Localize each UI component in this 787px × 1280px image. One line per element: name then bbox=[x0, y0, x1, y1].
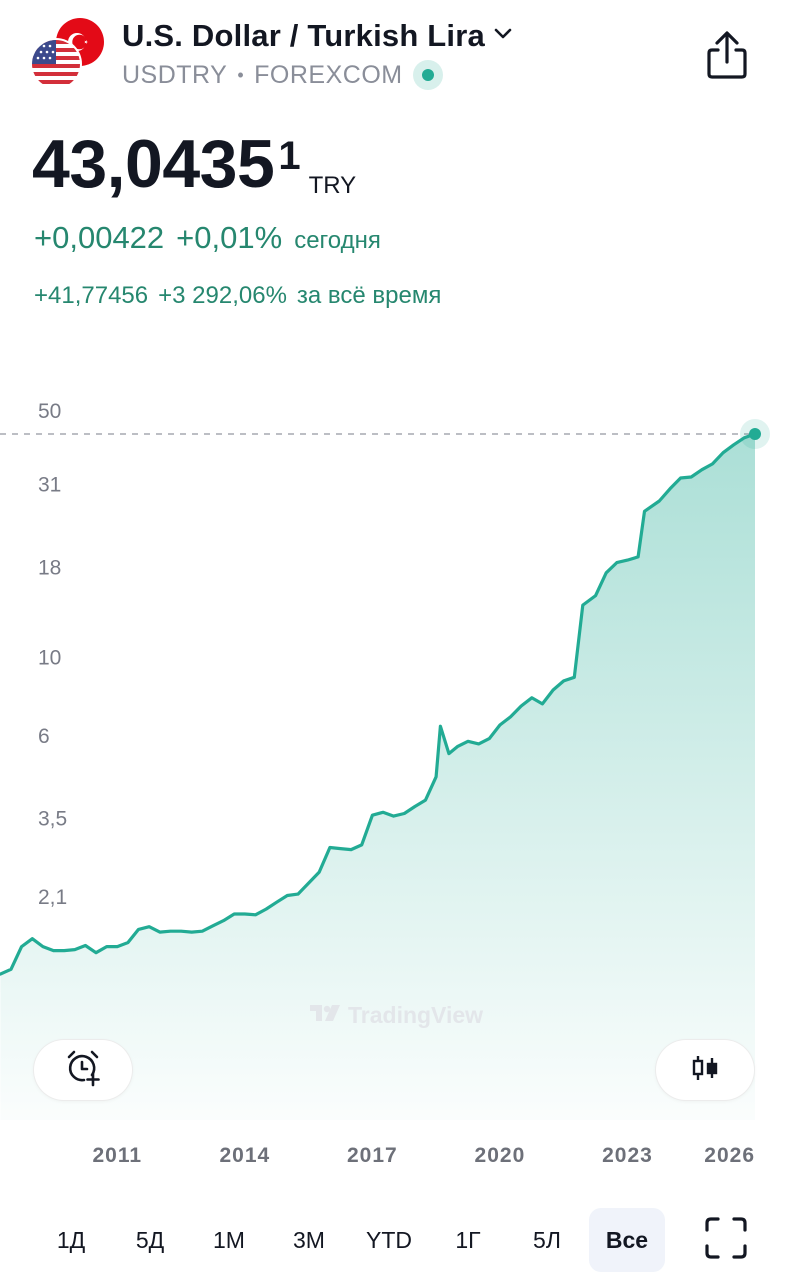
x-tick-label: 2023 bbox=[602, 1144, 653, 1167]
daily-change-abs: +0,00422 bbox=[34, 220, 165, 255]
x-tick-label: 2011 bbox=[93, 1144, 143, 1167]
range-all[interactable]: Все bbox=[589, 1208, 665, 1272]
tradingview-logo-icon bbox=[310, 1002, 342, 1029]
alltime-change-label: за всё время bbox=[296, 282, 442, 309]
x-tick-label: 2017 bbox=[347, 1144, 398, 1167]
y-tick-label: 18 bbox=[38, 557, 61, 580]
daily-change-label: сегодня bbox=[294, 227, 381, 254]
range-selector: 1Д 5Д 1М 3М YTD 1Г 5Л Все bbox=[0, 1208, 787, 1272]
range-3m[interactable]: 3М bbox=[293, 1227, 325, 1253]
price-display: 43,0435 1 TRY bbox=[32, 130, 356, 200]
chart-type-button[interactable] bbox=[656, 1040, 754, 1100]
price-currency: TRY bbox=[308, 172, 357, 199]
range-5y[interactable]: 5Л bbox=[533, 1227, 561, 1253]
y-tick-label: 3,5 bbox=[38, 808, 67, 831]
add-alert-clock-icon bbox=[64, 1049, 102, 1092]
symbol-subtitle: USDTRY • FOREXCOM bbox=[122, 60, 443, 90]
alltime-change-pct: +3 292,06% bbox=[158, 282, 287, 309]
market-status-dot-icon[interactable] bbox=[412, 60, 443, 90]
daily-change: +0,00422 +0,01% сегодня bbox=[34, 220, 381, 256]
x-tick-label: 2020 bbox=[475, 1144, 526, 1167]
exchange-name: FOREXCOM bbox=[254, 60, 403, 89]
add-alert-button[interactable] bbox=[34, 1040, 132, 1100]
range-1y[interactable]: 1Г bbox=[455, 1227, 481, 1253]
price-area bbox=[0, 434, 755, 1120]
last-price-marker bbox=[749, 427, 761, 440]
alltime-change-abs: +41,77456 bbox=[34, 282, 149, 309]
x-tick-label: 2014 bbox=[219, 1144, 270, 1167]
symbol-ticker: USDTRY bbox=[122, 60, 228, 89]
symbol-title[interactable]: U.S. Dollar / Turkish Lira bbox=[122, 18, 485, 53]
y-tick-label: 50 bbox=[38, 400, 61, 423]
y-tick-label: 31 bbox=[38, 473, 61, 496]
candlestick-icon bbox=[690, 1053, 720, 1088]
price-chart[interactable]: 50 31 18 10 6 3,5 2,1 2011 2014 2017 2020 2023 2026 bbox=[0, 380, 787, 1180]
range-ytd[interactable]: YTD bbox=[366, 1227, 412, 1253]
subtitle-separator: • bbox=[237, 64, 245, 85]
last-price: 43,0435 bbox=[32, 126, 275, 202]
range-1m[interactable]: 1М bbox=[213, 1227, 245, 1253]
chevron-down-icon[interactable] bbox=[493, 27, 513, 46]
fullscreen-expand-icon[interactable] bbox=[704, 1216, 748, 1260]
range-5d[interactable]: 5Д bbox=[135, 1227, 165, 1253]
range-1d[interactable]: 1Д bbox=[56, 1227, 86, 1253]
tradingview-watermark-text: TradingView bbox=[348, 1002, 484, 1028]
share-icon[interactable] bbox=[703, 30, 751, 82]
last-price-pip: 1 bbox=[278, 134, 301, 178]
x-tick-label: 2026 bbox=[704, 1144, 755, 1167]
currency-pair-flags-icon bbox=[30, 18, 108, 90]
y-tick-label: 2,1 bbox=[38, 886, 67, 909]
alltime-change: +41,77456 +3 292,06% за всё время bbox=[34, 282, 441, 310]
daily-change-pct: +0,01% bbox=[176, 220, 283, 255]
y-tick-label: 6 bbox=[38, 725, 50, 748]
symbol-title-dropdown[interactable]: U.S. Dollar / Turkish Lira bbox=[122, 18, 513, 54]
y-tick-label: 10 bbox=[38, 647, 61, 670]
price-line bbox=[0, 432, 757, 976]
tradingview-watermark: TradingView bbox=[310, 1002, 483, 1029]
